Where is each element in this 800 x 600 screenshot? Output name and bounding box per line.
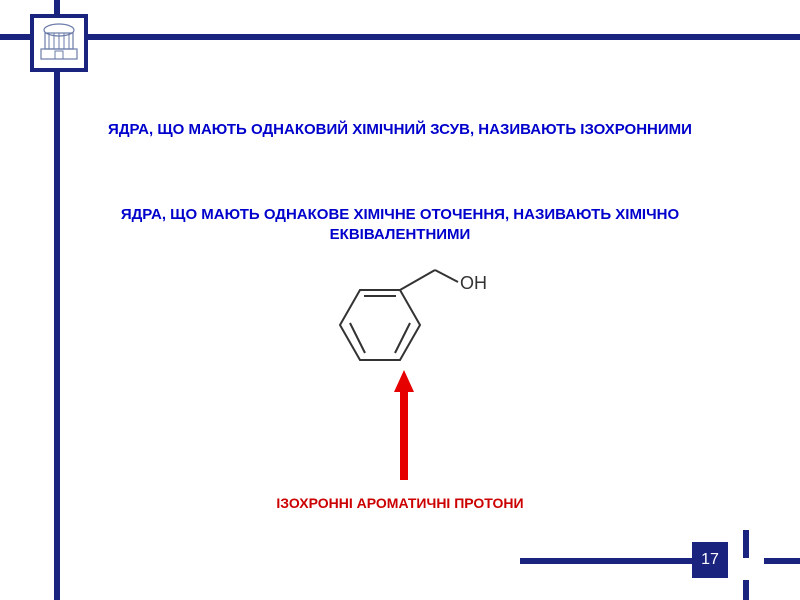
frame-bar [88,34,800,40]
frame-bar [54,72,60,600]
page-number: 17 [692,542,728,578]
building-icon [37,21,81,65]
frame-bar [743,530,749,558]
frame-bar [54,0,60,14]
pointer-arrow [394,370,414,480]
oh-label: OH [460,273,487,293]
statement-1: ЯДРА, ЩО МАЮТЬ ОДНАКОВИЙ ХІМІЧНИЙ ЗСУВ, … [60,120,740,140]
caption: ІЗОХРОННІ АРОМАТИЧНІ ПРОТОНИ [60,495,740,511]
page-number-text: 17 [701,551,719,569]
statement-2: ЯДРА, ЩО МАЮТЬ ОДНАКОВЕ ХІМІЧНЕ ОТОЧЕННЯ… [60,205,740,246]
molecule-benzyl-alcohol: OH [320,265,490,375]
frame-bar [743,580,749,600]
logo [30,14,88,72]
frame-bar [0,34,30,40]
frame-bar [764,558,800,564]
